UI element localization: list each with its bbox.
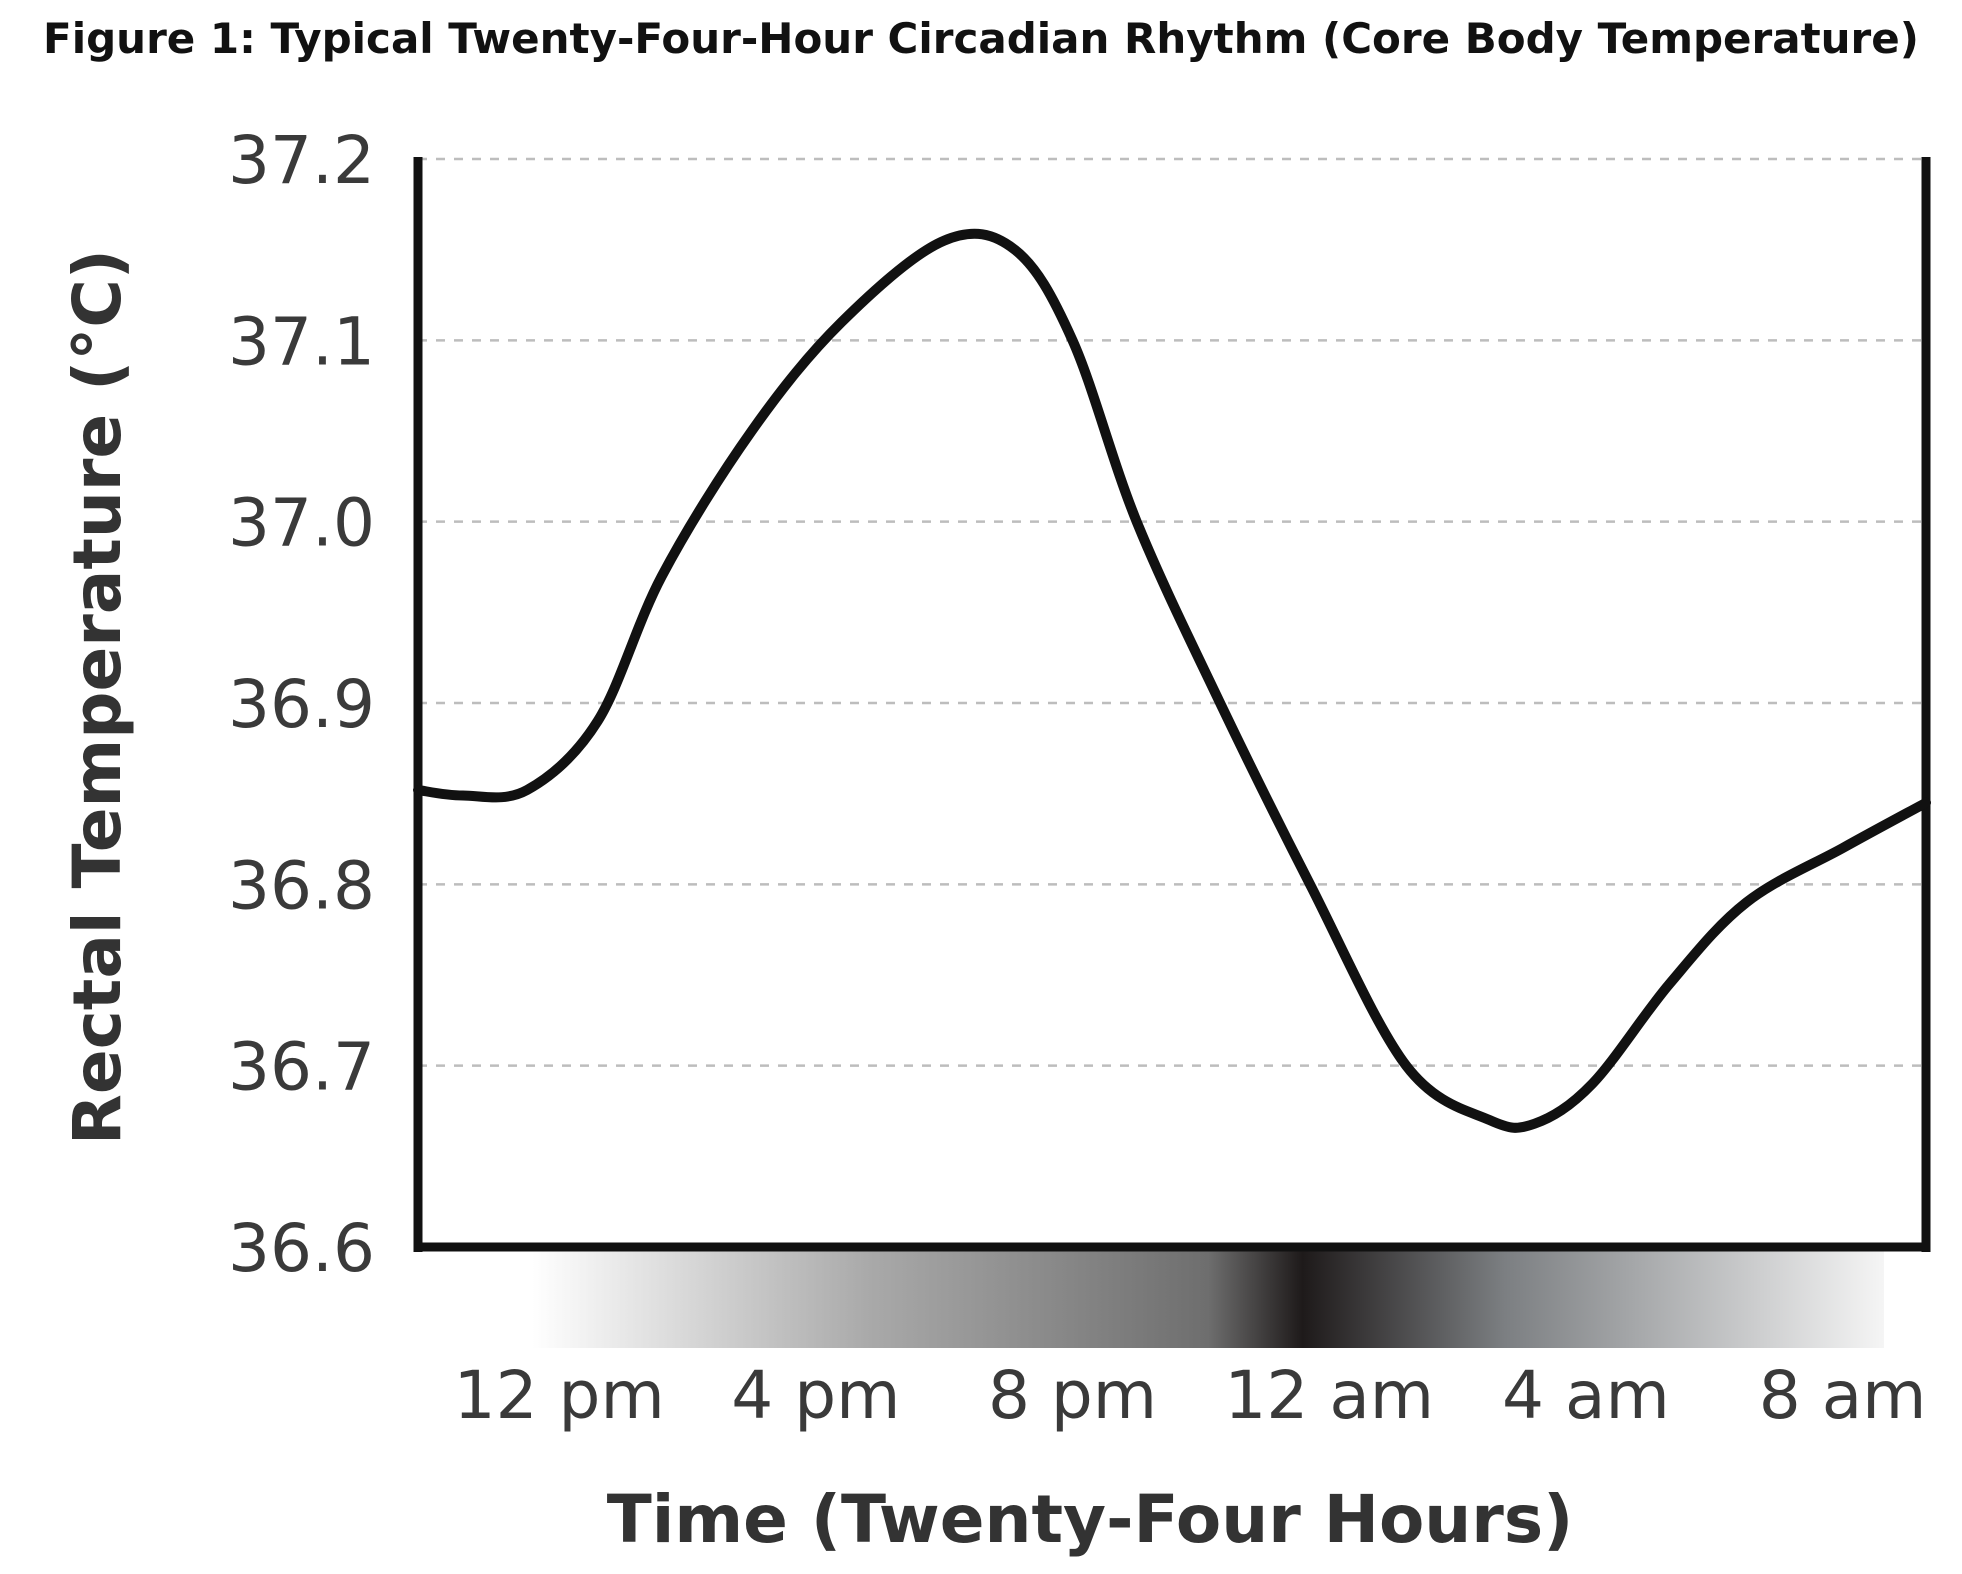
y-tick-label: 36.6 <box>228 1210 375 1287</box>
x-tick-label: 12 am <box>1224 1357 1434 1434</box>
y-tick-label: 36.8 <box>228 847 375 924</box>
y-tick-label: 36.9 <box>228 666 375 743</box>
x-tick-label: 8 pm <box>988 1357 1157 1434</box>
y-tick-label: 37.0 <box>228 485 375 562</box>
x-tick-label: 8 am <box>1759 1357 1927 1434</box>
y-tick-label: 37.2 <box>228 122 375 199</box>
y-tick-label: 36.7 <box>228 1029 375 1106</box>
chart-axes <box>413 157 1931 1252</box>
x-tick-label: 4 am <box>1502 1357 1670 1434</box>
y-tick-labels: 36.6 36.7 36.8 36.9 37.0 37.1 37.2 <box>228 122 375 1287</box>
y-tick-label: 37.1 <box>228 303 375 380</box>
y-axis-label: Rectal Temperature (°C) <box>59 249 136 1145</box>
x-axis-label: Time (Twenty-Four Hours) <box>607 1481 1574 1558</box>
x-tick-label: 4 pm <box>731 1357 900 1434</box>
x-tick-label: 12 pm <box>454 1357 665 1434</box>
day-night-gradient-band <box>532 1251 1884 1348</box>
series-line-rectal-temperature <box>413 228 1931 1133</box>
x-tick-labels: 12 pm 4 pm 8 pm 12 am 4 am 8 am <box>454 1357 1927 1434</box>
chart-title: Figure 1: Typical Twenty-Four-Hour Circa… <box>43 14 1919 63</box>
